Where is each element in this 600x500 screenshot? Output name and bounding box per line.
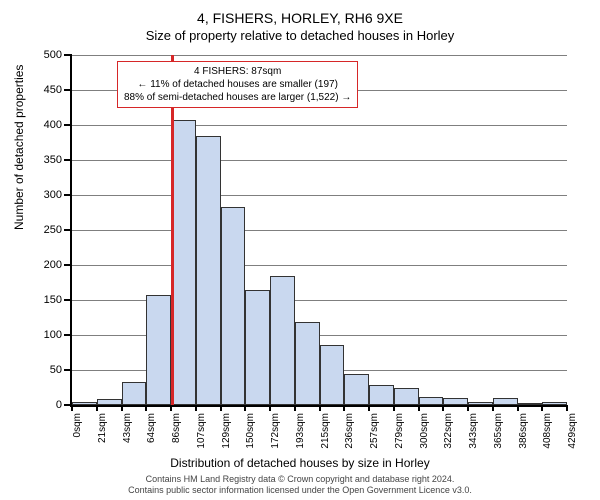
histogram-bar	[270, 276, 295, 406]
histogram-bar	[468, 402, 493, 405]
chart-container: 4, FISHERS, HORLEY, RH6 9XE Size of prop…	[0, 0, 600, 500]
chart-title: 4, FISHERS, HORLEY, RH6 9XE	[0, 10, 600, 26]
histogram-bar	[419, 397, 444, 405]
histogram-bar	[443, 398, 468, 405]
histogram-bar	[221, 207, 246, 405]
annotation-box: 4 FISHERS: 87sqm← 11% of detached houses…	[117, 61, 358, 108]
plot-area: 0501001502002503003504004505000sqm21sqm4…	[70, 55, 567, 407]
y-axis-label: Number of detached properties	[12, 65, 26, 230]
histogram-bar	[542, 402, 567, 405]
histogram-bar	[344, 374, 369, 406]
histogram-bar	[518, 403, 543, 405]
histogram-bar	[394, 388, 419, 406]
x-axis-label: Distribution of detached houses by size …	[0, 456, 600, 470]
histogram-bar	[171, 120, 196, 405]
footnote-line-1: Contains HM Land Registry data © Crown c…	[146, 474, 455, 484]
histogram-bar	[146, 295, 171, 405]
footnote: Contains HM Land Registry data © Crown c…	[0, 474, 600, 496]
annotation-line-2: ← 11% of detached houses are smaller (19…	[124, 78, 351, 91]
histogram-bar	[97, 399, 122, 405]
histogram-bar	[245, 290, 270, 406]
annotation-line-3: 88% of semi-detached houses are larger (…	[124, 91, 351, 104]
annotation-line-1: 4 FISHERS: 87sqm	[124, 65, 351, 78]
footnote-line-2: Contains public sector information licen…	[128, 485, 472, 495]
histogram-bar	[72, 402, 97, 406]
histogram-bar	[369, 385, 394, 405]
histogram-bar	[295, 322, 320, 405]
histogram-bar	[320, 345, 345, 405]
histogram-bar	[196, 136, 221, 406]
histogram-bar	[493, 398, 518, 405]
chart-subtitle: Size of property relative to detached ho…	[0, 28, 600, 43]
histogram-bar	[122, 382, 147, 405]
